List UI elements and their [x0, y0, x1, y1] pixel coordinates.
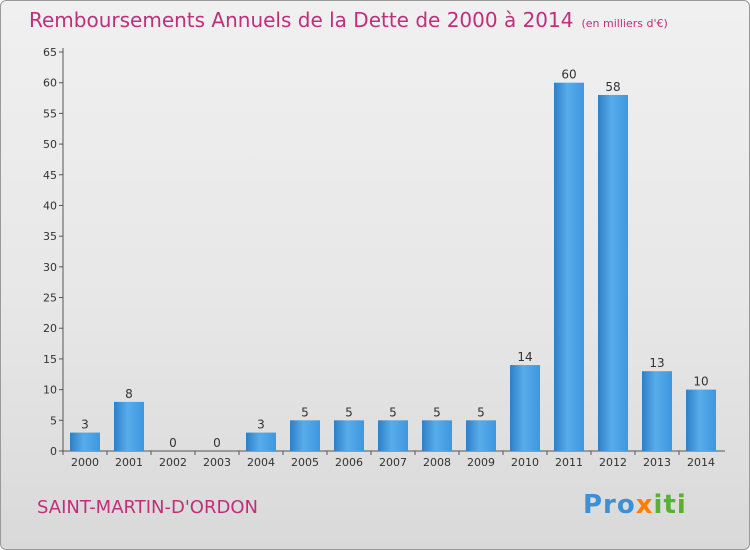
- data-label: 5: [477, 405, 485, 419]
- bar: [334, 420, 364, 451]
- data-label: 58: [605, 80, 620, 94]
- bar: [378, 420, 408, 451]
- x-tick-label: 2002: [159, 456, 187, 469]
- y-tick-label: 60: [43, 77, 57, 90]
- y-tick-label: 45: [43, 169, 57, 182]
- x-tick-label: 2013: [643, 456, 671, 469]
- logo-part-3: iti: [653, 490, 687, 520]
- x-tick-label: 2004: [247, 456, 275, 469]
- data-label: 5: [433, 405, 441, 419]
- proxiti-logo[interactable]: Proxiti: [583, 490, 687, 520]
- y-tick-label: 40: [43, 199, 57, 212]
- bars: [70, 82, 716, 451]
- data-label: 60: [561, 68, 576, 82]
- y-tick-label: 25: [43, 292, 57, 305]
- x-tick-label: 2006: [335, 456, 363, 469]
- x-tick-label: 2008: [423, 456, 451, 469]
- logo-part-1: Pro: [583, 490, 636, 520]
- y-tick-label: 30: [43, 261, 57, 274]
- y-tick-label: 0: [50, 445, 57, 458]
- bar: [422, 420, 452, 451]
- x-tick-label: 2010: [511, 456, 539, 469]
- data-label: 0: [169, 436, 177, 450]
- data-label: 5: [345, 405, 353, 419]
- bar: [290, 420, 320, 451]
- chart-title: Remboursements Annuels de la Dette de 20…: [29, 8, 668, 32]
- data-label: 10: [693, 375, 708, 389]
- x-tick-label: 2012: [599, 456, 627, 469]
- data-label: 3: [257, 418, 265, 432]
- x-tick-label: 2003: [203, 456, 231, 469]
- chart-title-main: Remboursements Annuels de la Dette de 20…: [29, 8, 574, 32]
- y-tick-label: 10: [43, 384, 57, 397]
- x-tick-label: 2009: [467, 456, 495, 469]
- chart-title-unit: (en milliers d'€): [581, 17, 668, 30]
- bar: [510, 365, 540, 451]
- data-labels: 3 8 0 0 3 5 5 5 5 5 14 60 58 13 10: [81, 68, 708, 450]
- x-tick-label: 2001: [115, 456, 143, 469]
- bar: [246, 432, 276, 451]
- bar: [114, 401, 144, 451]
- bar: [554, 82, 584, 451]
- bar: [466, 420, 496, 451]
- x-tick-label: 2000: [71, 456, 99, 469]
- logo-part-2: x: [635, 490, 654, 520]
- data-label: 0: [213, 436, 221, 450]
- y-tick-label: 15: [43, 353, 57, 366]
- bar: [70, 432, 100, 451]
- data-label: 5: [389, 405, 397, 419]
- bar: [598, 94, 628, 451]
- y-axis: 0 5 10 15 20 25 30 35 40 45 50 55 60 65: [43, 46, 64, 458]
- data-label: 3: [81, 418, 89, 432]
- y-tick-label: 5: [50, 414, 57, 427]
- y-tick-label: 50: [43, 138, 57, 151]
- data-label: 13: [649, 356, 664, 370]
- x-tick-label: 2011: [555, 456, 583, 469]
- data-label: 8: [125, 387, 133, 401]
- y-tick-label: 20: [43, 322, 57, 335]
- y-tick-label: 55: [43, 107, 57, 120]
- x-tick-label: 2007: [379, 456, 407, 469]
- x-axis: 2000 2001 2002 2003 2004 2005 2006 2007 2008 2009…: [62, 450, 725, 469]
- data-label: 5: [301, 405, 309, 419]
- bar: [642, 371, 672, 451]
- y-tick-label: 65: [43, 46, 57, 59]
- data-label: 14: [517, 350, 532, 364]
- commune-name: SAINT-MARTIN-D'ORDON: [37, 497, 258, 518]
- y-tick-label: 35: [43, 230, 57, 243]
- x-tick-label: 2014: [687, 456, 715, 469]
- x-tick-label: 2005: [291, 456, 319, 469]
- bar: [686, 389, 716, 451]
